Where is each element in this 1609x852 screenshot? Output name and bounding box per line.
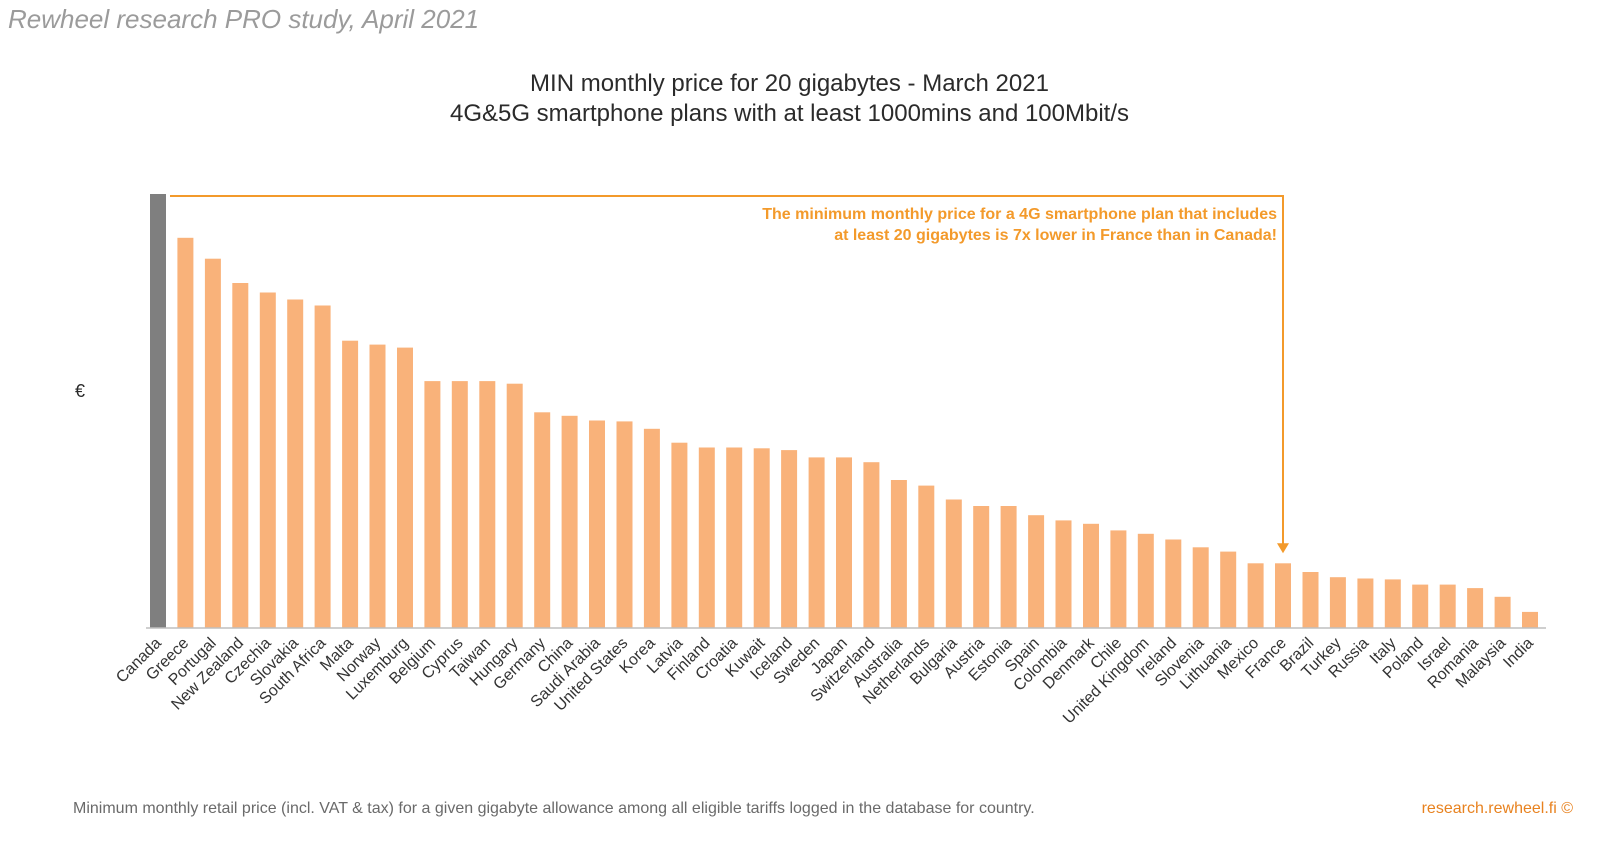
bar-india bbox=[1522, 611, 1538, 628]
bar-slovakia bbox=[287, 299, 304, 628]
bar-brazil bbox=[1302, 572, 1319, 628]
bar-luxemburg bbox=[397, 347, 413, 628]
bar-united-states bbox=[616, 421, 633, 628]
bar-hungary bbox=[506, 383, 523, 628]
bar-colombia bbox=[1055, 520, 1072, 628]
bar-belgium bbox=[424, 381, 441, 628]
bar-japan bbox=[836, 457, 852, 628]
bar-croatia bbox=[726, 447, 743, 628]
bar-switzerland bbox=[863, 462, 880, 628]
bar-austria bbox=[973, 506, 990, 628]
bar-mexico bbox=[1247, 563, 1264, 628]
bar-israel bbox=[1439, 584, 1456, 628]
bar-france bbox=[1275, 563, 1291, 628]
bar-south-africa bbox=[314, 305, 331, 628]
bar-italy bbox=[1384, 579, 1401, 628]
bar-united-kingdom bbox=[1137, 533, 1154, 628]
bar-korea bbox=[643, 428, 660, 628]
bar-greece bbox=[177, 237, 194, 629]
bar-lithuania bbox=[1220, 551, 1237, 628]
footnote: Minimum monthly retail price (incl. VAT … bbox=[73, 800, 1035, 817]
bar-latvia bbox=[671, 442, 688, 628]
bar-taiwan bbox=[479, 381, 496, 628]
bar-romania bbox=[1467, 588, 1484, 628]
bar-malaysia bbox=[1494, 596, 1511, 628]
bar-spain bbox=[1028, 515, 1045, 628]
x-tick-india: India bbox=[1500, 635, 1537, 672]
bar-malta bbox=[342, 340, 359, 628]
bar-turkey bbox=[1329, 577, 1346, 628]
bar-china bbox=[561, 415, 578, 628]
bar-australia bbox=[890, 480, 907, 628]
bar-germany bbox=[534, 412, 551, 628]
bar-cyprus bbox=[451, 381, 468, 628]
bar-slovenia bbox=[1192, 547, 1209, 628]
bar-portugal bbox=[204, 258, 221, 628]
bar-iceland bbox=[781, 450, 798, 628]
annotation-line-1: The minimum monthly price for a 4G smart… bbox=[762, 206, 1277, 223]
bar-ireland bbox=[1165, 539, 1182, 628]
bar-norway bbox=[369, 344, 386, 628]
bar-poland bbox=[1412, 584, 1429, 628]
y-axis-label: € bbox=[75, 381, 85, 401]
bar-bulgaria bbox=[945, 499, 962, 628]
bar-netherlands bbox=[918, 485, 935, 628]
chart-subtitle: 4G&5G smartphone plans with at least 100… bbox=[449, 100, 1130, 127]
annotation-bracket-line bbox=[170, 195, 1284, 545]
bar-new-zealand bbox=[232, 283, 249, 628]
bar-sweden bbox=[808, 457, 825, 628]
bar-saudi-arabia bbox=[589, 420, 605, 628]
annotation-arrowhead bbox=[1277, 543, 1289, 554]
bars-group bbox=[150, 194, 1538, 629]
annotation-group: The minimum monthly price for a 4G smart… bbox=[170, 195, 1289, 554]
source-link[interactable]: research.rewheel.fi © bbox=[1421, 800, 1573, 817]
study-watermark: Rewheel research PRO study, April 2021 bbox=[8, 4, 480, 34]
bar-canada bbox=[150, 194, 166, 628]
bar-czechia bbox=[259, 292, 276, 628]
chart-title: MIN monthly price for 20 gigabytes - Mar… bbox=[530, 70, 1049, 97]
bar-denmark bbox=[1083, 523, 1099, 628]
bar-kuwait bbox=[753, 448, 770, 628]
bar-russia bbox=[1357, 578, 1374, 628]
annotation-line-2: at least 20 gigabytes is 7x lower in Fra… bbox=[834, 227, 1277, 244]
bar-chile bbox=[1110, 530, 1127, 629]
bar-finland bbox=[698, 447, 715, 628]
bar-estonia bbox=[1000, 506, 1017, 628]
